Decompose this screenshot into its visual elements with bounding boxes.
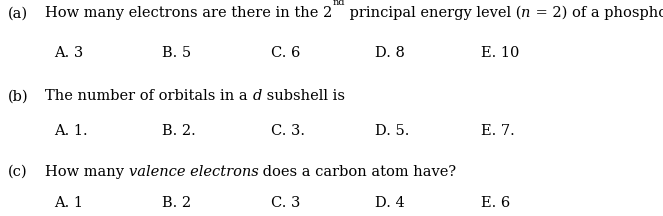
Text: B. 2.: B. 2. <box>162 124 196 138</box>
Text: D. 4: D. 4 <box>375 196 404 210</box>
Text: = 2) of a phosphorus atom?: = 2) of a phosphorus atom? <box>530 6 663 20</box>
Text: E. 7.: E. 7. <box>481 124 515 138</box>
Text: The number of orbitals in a: The number of orbitals in a <box>45 89 253 103</box>
Text: A. 3: A. 3 <box>54 46 84 60</box>
Text: D. 5.: D. 5. <box>375 124 409 138</box>
Text: d: d <box>253 89 262 103</box>
Text: A. 1: A. 1 <box>54 196 84 210</box>
Text: B. 2: B. 2 <box>162 196 192 210</box>
Text: does a carbon atom have?: does a carbon atom have? <box>259 165 457 179</box>
Text: C. 3.: C. 3. <box>271 124 304 138</box>
Text: nd: nd <box>332 0 345 7</box>
Text: principal energy level (: principal energy level ( <box>345 6 521 20</box>
Text: A. 1.: A. 1. <box>54 124 88 138</box>
Text: B. 5: B. 5 <box>162 46 192 60</box>
Text: How many electrons are there in the 2: How many electrons are there in the 2 <box>45 6 332 20</box>
Text: C. 3: C. 3 <box>271 196 300 210</box>
Text: (c): (c) <box>8 165 28 179</box>
Text: (a): (a) <box>8 6 28 20</box>
Text: D. 8: D. 8 <box>375 46 404 60</box>
Text: n: n <box>521 6 530 20</box>
Text: C. 6: C. 6 <box>271 46 300 60</box>
Text: (b): (b) <box>8 89 29 103</box>
Text: valence electrons: valence electrons <box>129 165 259 179</box>
Text: E. 6: E. 6 <box>481 196 511 210</box>
Text: subshell is: subshell is <box>262 89 345 103</box>
Text: How many: How many <box>45 165 129 179</box>
Text: E. 10: E. 10 <box>481 46 520 60</box>
